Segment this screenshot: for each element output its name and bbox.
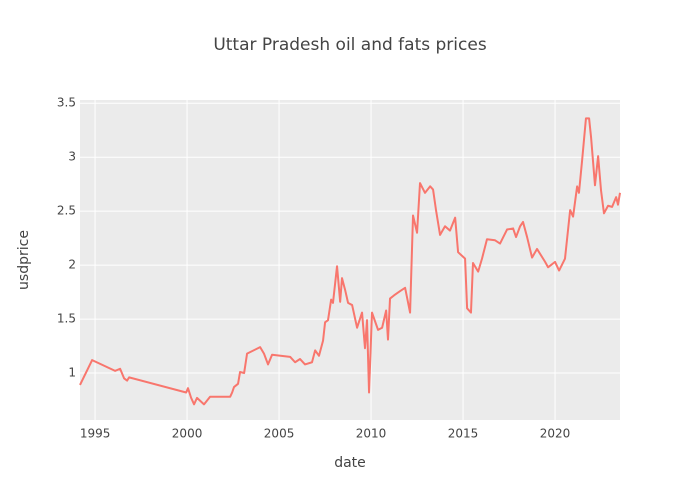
x-tick-label: 2005 <box>264 427 295 441</box>
x-axis-title: date <box>334 455 366 471</box>
y-tick-label: 1.5 <box>57 312 76 326</box>
x-tick-label: 2010 <box>356 427 387 441</box>
x-tick-label: 2020 <box>540 427 571 441</box>
y-axis-title: usdprice <box>16 230 32 290</box>
data-line <box>79 117 621 406</box>
x-tick-label: 2000 <box>172 427 203 441</box>
x-tick-label: 2015 <box>448 427 479 441</box>
y-tick-label: 2.5 <box>57 204 76 218</box>
y-tick-label: 3 <box>68 150 76 164</box>
y-tick-label: 3.5 <box>57 96 76 110</box>
y-tick-label: 1 <box>68 366 76 380</box>
plot-background <box>80 100 620 420</box>
chart-title: Uttar Pradesh oil and fats prices <box>213 35 487 55</box>
y-tick-label: 2 <box>68 258 76 272</box>
x-tick-label: 1995 <box>80 427 111 441</box>
